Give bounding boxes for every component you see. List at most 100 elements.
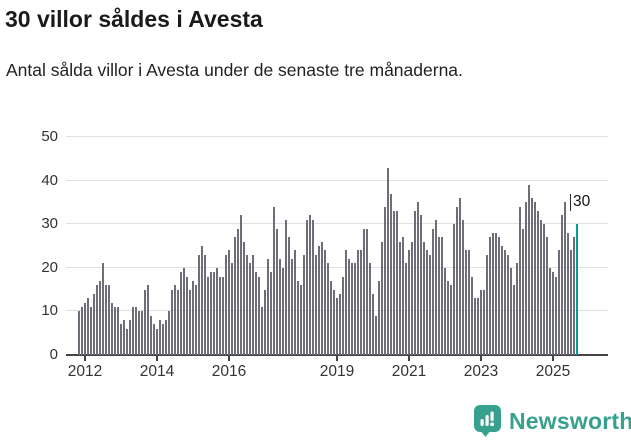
bar: [167, 311, 171, 355]
x-axis-tick-label: 2014: [139, 363, 175, 380]
bar: [317, 246, 321, 355]
newsworthy-logo: Newsworthy: [473, 404, 631, 438]
bar: [335, 298, 339, 355]
bar: [440, 237, 444, 355]
bar-chart-speech-bubble-icon: [474, 405, 501, 437]
bar: [356, 250, 360, 355]
bar: [182, 267, 186, 355]
bar: [539, 219, 543, 355]
bar: [86, 298, 90, 355]
x-axis-line: [66, 354, 608, 356]
bar: [272, 206, 276, 355]
bar: [125, 328, 129, 355]
gridline: [66, 223, 608, 225]
bar: [569, 250, 573, 355]
bar: [473, 298, 477, 355]
bar: [143, 289, 147, 355]
bar: [221, 276, 225, 355]
x-axis-tick: [552, 356, 554, 361]
bar: [329, 280, 333, 355]
bar: [422, 241, 426, 355]
x-axis-tick-label: 2019: [319, 363, 355, 380]
bar-current-period: [575, 224, 579, 355]
bar: [215, 267, 219, 355]
x-axis-tick: [336, 356, 338, 361]
bar: [80, 307, 84, 355]
bar: [170, 289, 174, 355]
bar: [236, 228, 240, 355]
bar: [164, 320, 168, 355]
bar: [206, 276, 210, 355]
bar: [266, 259, 270, 355]
y-axis-tick-label: 20: [41, 258, 58, 276]
bar: [533, 202, 537, 355]
x-axis-tick-label: 2012: [67, 363, 103, 380]
bar: [320, 241, 324, 355]
chart-subtitle: Antal sålda villor i Avesta under de sen…: [6, 60, 463, 80]
bar: [200, 246, 204, 355]
bar: [365, 228, 369, 355]
bar: [488, 237, 492, 355]
y-axis-tick-label: 30: [41, 215, 58, 233]
bar: [566, 232, 570, 355]
bar: [116, 307, 120, 355]
bar: [362, 228, 366, 355]
bar: [425, 250, 429, 355]
bar: [305, 219, 309, 355]
bar: [308, 215, 312, 355]
bar: [554, 276, 558, 355]
bar: [260, 307, 264, 355]
bar: [146, 285, 150, 355]
bar: [263, 289, 267, 355]
bar: [113, 307, 117, 355]
bar: [560, 215, 564, 355]
x-axis-tick: [480, 356, 482, 361]
x-axis-tick: [84, 356, 86, 361]
gridline: [66, 266, 608, 268]
bar: [404, 263, 408, 355]
x-axis-tick: [228, 356, 230, 361]
bar: [212, 272, 216, 355]
bar: [293, 250, 297, 355]
bar: [77, 311, 81, 355]
bar: [194, 285, 198, 355]
bar: [443, 267, 447, 355]
bar: [248, 263, 252, 355]
bar: [284, 219, 288, 355]
bar: [134, 307, 138, 355]
bar: [401, 237, 405, 355]
bar: [230, 263, 234, 355]
bar: [122, 320, 126, 355]
bar: [137, 311, 141, 355]
bar: [515, 263, 519, 355]
bar: [107, 285, 111, 355]
bar: [509, 267, 513, 355]
bar: [314, 254, 318, 355]
bar: [506, 254, 510, 355]
bar: [353, 263, 357, 355]
bar: [296, 280, 300, 355]
x-axis-tick: [156, 356, 158, 361]
bar: [485, 254, 489, 355]
bar: [377, 280, 381, 355]
bar: [323, 250, 327, 355]
bar: [416, 202, 420, 355]
bar: [149, 315, 153, 355]
y-axis-tick-label: 50: [41, 128, 58, 145]
bar: [92, 293, 96, 355]
bar: [389, 193, 393, 355]
bar: [359, 250, 363, 355]
bar: [518, 206, 522, 355]
bar: [431, 228, 435, 355]
bar: [449, 285, 453, 355]
bar: [548, 267, 552, 355]
bar: [152, 324, 156, 355]
bar: [218, 276, 222, 355]
bar: [380, 241, 384, 355]
bar: [371, 293, 375, 355]
bar: [527, 184, 531, 355]
bar: [281, 267, 285, 355]
bar: [437, 237, 441, 355]
bar: [368, 263, 372, 355]
bar: [413, 211, 417, 355]
